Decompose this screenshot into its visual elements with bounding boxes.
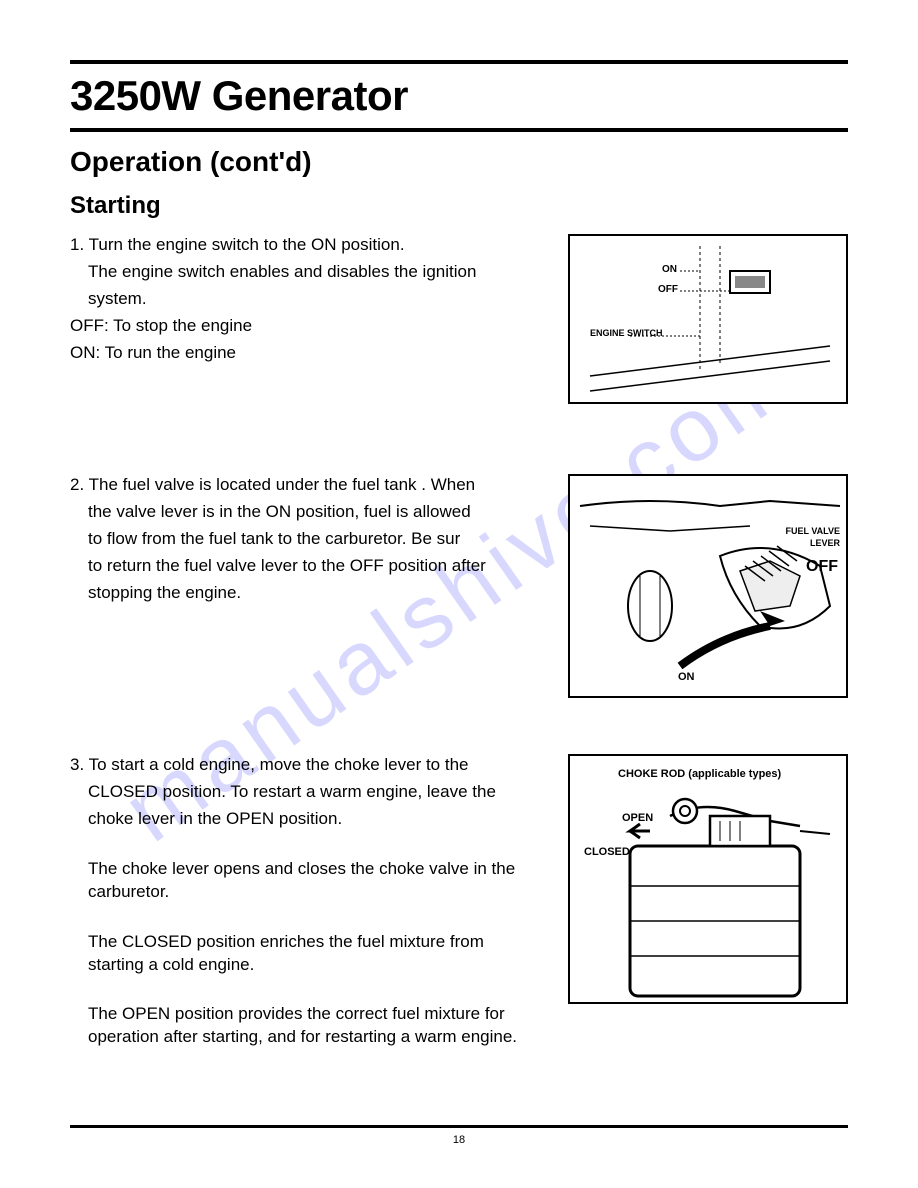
step-1-line-2: system. — [70, 288, 540, 311]
top-rule — [70, 60, 848, 64]
fig1-label-off: OFF — [658, 284, 678, 295]
fig3-label-open: OPEN — [622, 812, 653, 824]
step-2-text: 2. The fuel valve is located under the f… — [70, 474, 540, 605]
fig1-label-engine-switch: ENGINE SWITCH — [590, 328, 663, 338]
step-1-extra-0: OFF: To stop the engine — [70, 315, 540, 338]
step-1-num: 1. — [70, 235, 84, 254]
fig2-label-on: ON — [678, 671, 695, 683]
step-2-line-3: to return the fuel valve lever to the OF… — [70, 555, 540, 578]
step-2: 2. The fuel valve is located under the f… — [70, 474, 848, 714]
step-3-line-1: CLOSED position. To restart a warm engin… — [70, 781, 540, 804]
step-3-para-0: The choke lever opens and closes the cho… — [70, 858, 540, 904]
bottom-rule — [70, 1125, 848, 1128]
step-3-num: 3. — [70, 755, 84, 774]
step-2-line-0: The fuel valve is located under the fuel… — [89, 475, 476, 494]
fig1-label-on: ON — [662, 264, 677, 275]
step-3: 3. To start a cold engine, move the chok… — [70, 754, 848, 1049]
fig3-label-choke-rod: CHOKE ROD (applicable types) — [618, 768, 781, 780]
step-1-extra-1: ON: To run the engine — [70, 342, 540, 365]
step-2-line-1: the valve lever is in the ON position, f… — [70, 501, 540, 524]
step-3-line-2: choke lever in the OPEN position. — [70, 808, 540, 831]
step-2-line-4: stopping the engine. — [70, 582, 540, 605]
fig2-label-off: OFF — [806, 558, 838, 576]
step-1: 1. Turn the engine switch to the ON posi… — [70, 234, 848, 434]
step-2-line-2: to flow from the fuel tank to the carbur… — [70, 528, 540, 551]
step-1-line-0: Turn the engine switch to the ON positio… — [89, 235, 405, 254]
step-1-text: 1. Turn the engine switch to the ON posi… — [70, 234, 540, 365]
content-area: 1. Turn the engine switch to the ON posi… — [70, 234, 848, 1049]
step-3-line-0: To start a cold engine, move the choke l… — [89, 755, 469, 774]
step-1-line-1: The engine switch enables and disables t… — [70, 261, 540, 284]
fig3-label-closed: CLOSED — [584, 846, 630, 858]
step-3-para-1: The CLOSED position enriches the fuel mi… — [70, 931, 540, 977]
title-underline-rule — [70, 128, 848, 132]
step-3-text: 3. To start a cold engine, move the chok… — [70, 754, 540, 1049]
fig2-label-lever: LEVER — [810, 538, 840, 548]
step-2-num: 2. — [70, 475, 84, 494]
figure-1-engine-switch: ON OFF ENGINE SWITCH — [568, 234, 848, 404]
figure-3-choke-rod: CHOKE ROD (applicable types) OPEN CLOSED — [568, 754, 848, 1004]
figure-2-fuel-valve: FUEL VALVE LEVER OFF ON — [568, 474, 848, 698]
page-number: 18 — [0, 1134, 918, 1146]
step-3-para-2: The OPEN position provides the correct f… — [70, 1003, 540, 1049]
fig2-label-fuel-valve: FUEL VALVE — [785, 526, 840, 536]
section-title: Operation (cont'd) — [70, 146, 848, 178]
subsection-title: Starting — [70, 192, 848, 220]
page-title: 3250W Generator — [70, 72, 848, 120]
